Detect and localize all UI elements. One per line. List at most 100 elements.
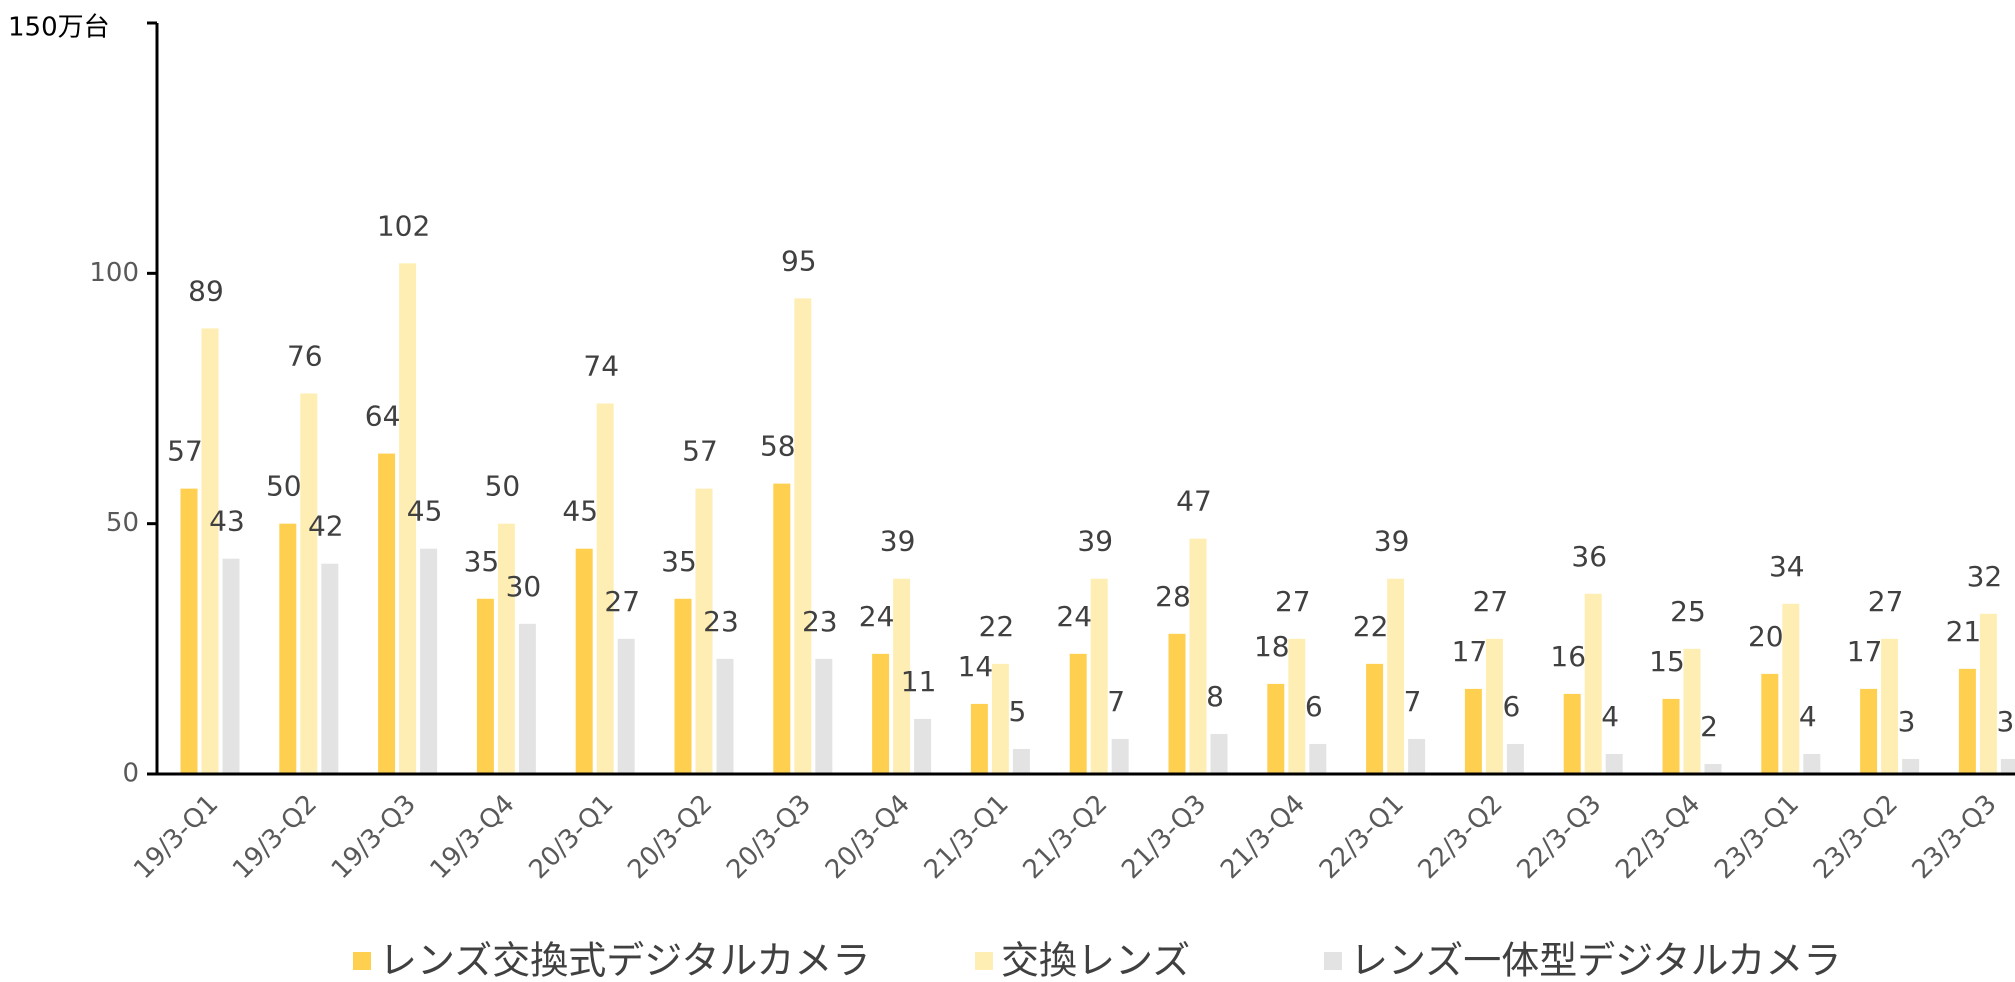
bar	[794, 298, 812, 774]
value-label: 4	[1601, 700, 1619, 733]
bar	[893, 578, 911, 774]
value-label: 27	[1868, 585, 1904, 618]
value-label: 76	[287, 339, 323, 372]
bar	[596, 403, 614, 774]
value-label: 102	[377, 209, 430, 242]
x-tick-label: 20/3-Q2	[622, 789, 718, 885]
y-tick-label: 150万台	[8, 13, 110, 43]
x-tick-label: 19/3-Q4	[425, 789, 521, 885]
bar	[1979, 613, 1997, 774]
value-label: 3	[1996, 705, 2014, 738]
bar	[1958, 668, 1976, 774]
bar	[1309, 743, 1327, 774]
value-label: 24	[1056, 600, 1092, 633]
value-label: 28	[1155, 580, 1191, 613]
value-label: 17	[1452, 635, 1488, 668]
x-tick-label: 21/3-Q4	[1215, 789, 1311, 885]
value-label: 6	[1502, 690, 1520, 723]
value-label: 16	[1550, 640, 1586, 673]
x-tick-label: 22/3-Q3	[1511, 789, 1607, 885]
value-label: 50	[266, 470, 302, 503]
value-label: 6	[1305, 690, 1323, 723]
bar	[1464, 688, 1482, 774]
x-tick-label: 19/3-Q1	[128, 789, 224, 885]
x-tick-label: 19/3-Q2	[227, 789, 323, 885]
bar	[1168, 633, 1186, 774]
bar	[1111, 738, 1129, 774]
bar	[617, 638, 635, 774]
bar	[1387, 578, 1405, 774]
bar	[1366, 663, 1384, 774]
bar	[695, 488, 713, 774]
x-tick-label: 21/3-Q1	[919, 789, 1015, 885]
value-label: 89	[188, 274, 224, 307]
value-label: 30	[506, 570, 542, 603]
value-label: 39	[1077, 525, 1113, 558]
legend-swatch	[975, 952, 993, 970]
bar	[1506, 743, 1524, 774]
value-label: 11	[901, 665, 937, 698]
bar	[1902, 758, 1920, 774]
bar	[1782, 603, 1800, 774]
bar	[1803, 753, 1821, 774]
bar	[970, 703, 988, 774]
bar	[716, 658, 734, 774]
x-tick-label: 22/3-Q2	[1413, 789, 1509, 885]
value-label: 8	[1206, 680, 1224, 713]
value-label: 7	[1107, 685, 1125, 718]
bar	[1090, 578, 1108, 774]
x-tick-label: 22/3-Q1	[1314, 789, 1410, 885]
bar	[1605, 753, 1623, 774]
bar	[1584, 593, 1602, 774]
x-tick-label: 19/3-Q3	[326, 789, 422, 885]
bar	[1288, 638, 1306, 774]
value-label: 15	[1649, 645, 1685, 678]
value-label: 23	[703, 605, 739, 638]
value-label: 45	[407, 495, 443, 528]
value-label: 25	[1670, 595, 1706, 628]
value-label: 95	[781, 244, 817, 277]
y-tick-label: 0	[122, 759, 139, 789]
bar	[914, 718, 932, 774]
bar	[1860, 688, 1878, 774]
value-label: 57	[167, 435, 203, 468]
bar	[773, 483, 791, 774]
bar	[1069, 653, 1087, 774]
value-label: 20	[1748, 620, 1784, 653]
value-label: 57	[682, 435, 718, 468]
value-label: 43	[209, 505, 245, 538]
bar	[420, 548, 438, 774]
value-label: 5	[1008, 695, 1026, 728]
legend-label: レンズ交換式デジタルカメラ	[379, 939, 870, 982]
x-tick-label: 20/3-Q1	[523, 789, 619, 885]
value-label: 4	[1799, 700, 1817, 733]
x-tick-label: 22/3-Q4	[1610, 789, 1706, 885]
bar	[1189, 538, 1207, 774]
value-label: 7	[1404, 685, 1422, 718]
bar	[1881, 638, 1899, 774]
y-tick-label: 100	[89, 258, 139, 288]
bar	[1563, 693, 1581, 774]
value-label: 22	[979, 610, 1015, 643]
value-label: 2	[1700, 710, 1718, 743]
x-tick-label: 23/3-Q3	[1907, 789, 2003, 885]
value-label: 27	[1275, 585, 1311, 618]
bar	[201, 328, 219, 774]
value-label: 39	[1374, 525, 1410, 558]
value-label: 35	[661, 545, 697, 578]
bar	[1683, 648, 1701, 774]
value-label: 47	[1176, 485, 1212, 518]
value-label: 36	[1571, 540, 1607, 573]
value-label: 23	[802, 605, 838, 638]
legend-swatch	[1324, 952, 1342, 970]
bar	[674, 598, 692, 774]
value-label: 45	[562, 495, 598, 528]
legend-swatch	[353, 952, 371, 970]
bar	[180, 488, 198, 774]
bar	[2000, 758, 2015, 774]
value-label: 74	[583, 350, 619, 383]
bar	[300, 393, 318, 774]
bar	[321, 563, 339, 774]
value-label: 14	[958, 650, 994, 683]
